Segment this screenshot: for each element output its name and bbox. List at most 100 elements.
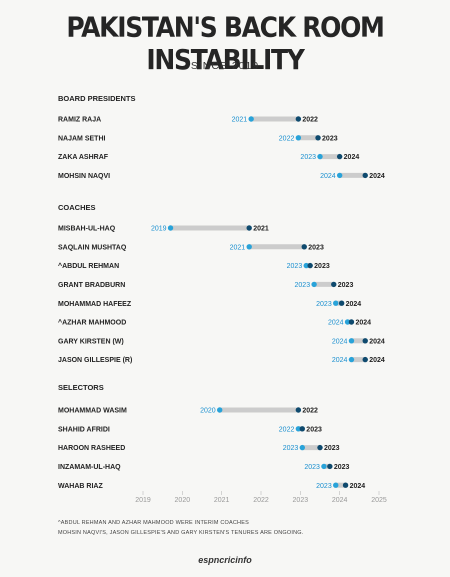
section-header: BOARD PRESIDENTS [58, 94, 136, 103]
chart-subtitle: SINCE 2019 [190, 60, 260, 72]
x-tick-label: 2022 [253, 497, 269, 504]
start-point [333, 482, 339, 488]
end-year-label: 2023 [306, 426, 322, 433]
row-name: SAQLAIN MUSHTAQ [58, 244, 127, 251]
start-point [336, 172, 343, 179]
end-point [295, 407, 302, 413]
start-point [348, 338, 355, 344]
x-tick-label: 2021 [214, 497, 230, 504]
start-year-label: 2024 [332, 357, 348, 364]
section-header: SELECTORS [58, 383, 104, 392]
start-point [217, 407, 223, 413]
end-year-label: 2023 [334, 464, 350, 471]
end-year-label: 2023 [338, 282, 354, 289]
end-point [307, 262, 313, 269]
end-point [338, 300, 345, 306]
start-year-label: 2019 [151, 226, 167, 233]
end-point [362, 172, 368, 179]
start-year-label: 2023 [300, 154, 316, 161]
end-point [362, 356, 368, 363]
row-name: INZAMAM-UL-HAQ [58, 464, 121, 471]
end-year-label: 2024 [355, 320, 371, 327]
end-year-label: 2023 [324, 445, 340, 452]
row-name: NAJAM SETHI [58, 135, 106, 142]
end-point [299, 426, 305, 432]
end-point [246, 225, 252, 231]
start-point [167, 225, 174, 231]
row-name: RAMIZ RAJA [58, 117, 101, 124]
espncricinfo-logo: espncricinfo [198, 555, 252, 565]
start-point [344, 319, 351, 325]
end-year-label: 2023 [322, 135, 338, 142]
x-tick-label: 2023 [293, 497, 309, 504]
start-point [321, 463, 327, 470]
start-year-label: 2023 [287, 263, 303, 270]
end-point [336, 153, 343, 160]
start-point [303, 262, 309, 269]
footnote-ongoing: MOHSIN NAQVI'S, JASON GILLESPIE'S AND GA… [58, 529, 304, 536]
start-year-label: 2024 [328, 320, 344, 327]
end-year-label: 2021 [253, 226, 269, 233]
row-name: SHAHID AFRIDI [58, 426, 110, 433]
start-year-label: 2020 [200, 408, 216, 415]
end-point [327, 463, 333, 470]
end-point [301, 244, 307, 250]
footnote-interim: ^ABDUL REHMAN AND AZHAR MAHMOOD WERE INT… [58, 520, 249, 526]
start-year-label: 2023 [304, 464, 320, 471]
row-name: GRANT BRADBURN [58, 282, 125, 289]
end-year-label: 2023 [308, 244, 324, 251]
start-point [246, 244, 252, 250]
start-point [295, 426, 302, 432]
start-year-label: 2023 [316, 483, 332, 490]
row-name: HAROON RASHEED [58, 445, 125, 452]
end-year-label: 2024 [344, 154, 360, 161]
end-point [295, 116, 302, 122]
end-point [317, 444, 323, 451]
x-tick-label: 2019 [135, 497, 151, 504]
row-name: MOHSIN NAQVI [58, 173, 110, 180]
end-year-label: 2024 [346, 301, 362, 308]
end-year-label: 2024 [369, 173, 385, 180]
end-year-label: 2024 [369, 338, 385, 345]
row-name: WAHAB RIAZ [58, 483, 103, 490]
start-point [348, 356, 355, 363]
row-name: GARY KIRSTEN (W) [58, 338, 124, 345]
start-year-label: 2023 [316, 301, 332, 308]
x-tick-label: 2020 [175, 497, 191, 504]
start-point [311, 281, 317, 288]
row-name: MOHAMMAD HAFEEZ [58, 301, 132, 308]
x-tick-label: 2024 [332, 497, 348, 504]
end-point [342, 482, 349, 488]
section-header: COACHES [58, 203, 96, 212]
row-name: ^ABDUL REHMAN [58, 262, 119, 270]
end-point [362, 338, 368, 344]
end-year-label: 2024 [350, 483, 366, 490]
start-year-label: 2024 [320, 173, 336, 180]
start-year-label: 2023 [295, 282, 311, 289]
row-name: JASON GILLESPIE (R) [58, 357, 132, 364]
row-name: MOHAMMAD WASIM [58, 408, 127, 415]
end-year-label: 2023 [314, 263, 330, 270]
end-year-label: 2022 [302, 117, 318, 124]
end-point [348, 319, 355, 325]
chart-title: PAKISTAN'S BACK ROOM INSTABILITY [66, 10, 385, 76]
end-point [315, 135, 321, 141]
start-year-label: 2023 [283, 445, 299, 452]
row-name: MISBAH-UL-HAQ [58, 226, 116, 233]
start-point [317, 153, 323, 160]
end-year-label: 2022 [302, 408, 318, 415]
end-year-label: 2024 [369, 357, 385, 364]
start-year-label: 2024 [332, 338, 348, 345]
row-name: ZAKA ASHRAF [58, 154, 109, 161]
row-name: ^AZHAR MAHMOOD [58, 319, 126, 327]
start-year-label: 2021 [232, 117, 248, 124]
footnotes: ^ABDUL REHMAN AND AZHAR MAHMOOD WERE INT… [58, 519, 303, 538]
start-point [248, 116, 254, 122]
start-point [295, 135, 302, 141]
start-point [333, 300, 339, 306]
start-year-label: 2022 [279, 426, 295, 433]
end-point [331, 281, 337, 288]
start-point [299, 444, 305, 451]
start-year-label: 2022 [279, 135, 295, 142]
